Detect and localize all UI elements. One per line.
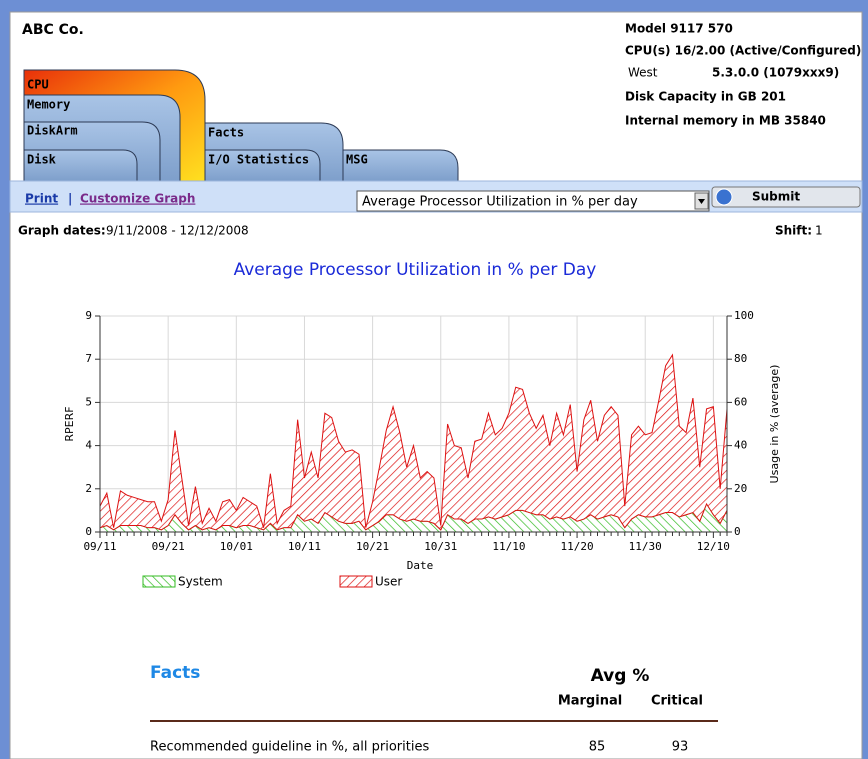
arrow-glyph: [698, 199, 705, 204]
tab[interactable]: [23, 149, 138, 182]
y2-tick-label: 20: [734, 482, 747, 495]
select-text: Average Processor Utilization in % per d…: [362, 195, 638, 210]
x-tick-label: 10/31: [424, 540, 457, 553]
submit-button[interactable]: [711, 186, 861, 208]
version: 5.3.0.0 (1079xxx9): [712, 66, 839, 80]
fact-critical: 93: [672, 740, 689, 755]
graph-select[interactable]: [356, 190, 710, 212]
tab[interactable]: [204, 149, 321, 182]
y2-axis-label: Usage in % (average): [768, 365, 781, 484]
legend-label: System: [178, 575, 223, 589]
shift-value: 1: [815, 224, 823, 238]
y2-tick-label: 100: [734, 309, 754, 322]
tab-label: I/O Statistics: [208, 153, 309, 167]
y-tick-label: 9: [85, 309, 92, 322]
y-axis-label: RPERF: [63, 406, 76, 441]
tab-label: Disk: [27, 153, 57, 167]
fact-row-label: Recommended guideline in %, all prioriti…: [150, 740, 429, 755]
tab-label: Facts: [208, 126, 244, 140]
legend-label: User: [375, 575, 402, 589]
x-tick-label: 11/30: [629, 540, 662, 553]
tab[interactable]: [342, 149, 459, 182]
cpus: CPU(s) 16/2.00 (Active/Configured): [625, 44, 861, 58]
print-link[interactable]: Print: [25, 192, 58, 206]
x-tick-label: 10/01: [220, 540, 253, 553]
facts-title: Facts: [150, 663, 200, 683]
graph-dates: 9/11/2008 - 12/12/2008: [106, 224, 249, 238]
chart-title: Average Processor Utilization in % per D…: [234, 260, 597, 280]
x-axis-label: Date: [407, 559, 434, 572]
separator: |: [68, 192, 72, 206]
col-marginal: Marginal: [558, 694, 622, 709]
x-tick-label: 11/20: [561, 540, 594, 553]
model: Model 9117 570: [625, 22, 733, 36]
tab-label: CPU: [27, 78, 49, 92]
legend-swatch: [339, 575, 373, 588]
y-tick-label: 4: [85, 439, 92, 452]
tab-label: Memory: [27, 98, 70, 112]
y2-tick-label: 40: [734, 439, 747, 452]
graph-dates-label: Graph dates:: [18, 224, 106, 238]
y2-tick-label: 80: [734, 352, 747, 365]
x-tick-label: 11/10: [492, 540, 525, 553]
x-tick-label: 09/21: [152, 540, 185, 553]
x-tick-label: 10/21: [356, 540, 389, 553]
customize-link[interactable]: Customize Graph: [80, 192, 195, 206]
y-tick-label: 5: [85, 395, 92, 408]
y-tick-label: 0: [85, 525, 92, 538]
y-tick-label: 7: [85, 352, 92, 365]
y2-tick-label: 0: [734, 525, 741, 538]
legend-swatch: [142, 575, 176, 588]
x-tick-label: 09/11: [83, 540, 116, 553]
x-tick-label: 12/10: [697, 540, 730, 553]
company: ABC Co.: [22, 22, 84, 38]
fact-marginal: 85: [589, 740, 606, 755]
shift-label: Shift:: [775, 224, 812, 238]
x-tick-label: 10/11: [288, 540, 321, 553]
submit-label: Submit: [752, 190, 800, 204]
memory: Internal memory in MB 35840: [625, 114, 826, 128]
tab-bar: CPU Memory DiskArm Disk Facts I/O Statistics M…: [23, 69, 459, 182]
avg-header: Avg %: [591, 666, 650, 686]
col-critical: Critical: [651, 694, 703, 709]
submit-icon: [715, 188, 733, 206]
y2-tick-label: 60: [734, 395, 747, 408]
y-tick-label: 2: [85, 482, 92, 495]
disk: Disk Capacity in GB 201: [625, 90, 786, 104]
region: West: [628, 66, 658, 80]
tab-label: MSG: [346, 153, 368, 167]
tab-label: DiskArm: [27, 124, 78, 138]
